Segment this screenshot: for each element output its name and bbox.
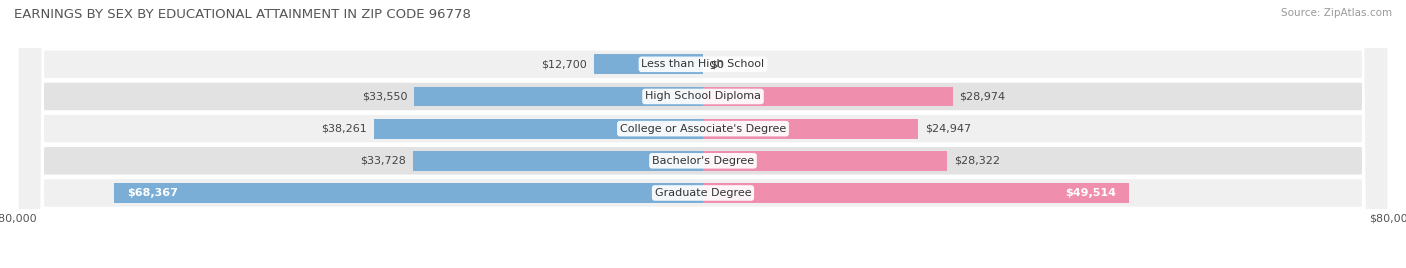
Text: $49,514: $49,514 (1066, 188, 1116, 198)
Bar (412, 151, 703, 171)
Legend: Male, Female: Male, Female (638, 264, 768, 268)
Bar (703, 151, 946, 171)
Text: $12,700: $12,700 (541, 59, 586, 69)
Text: $33,550: $33,550 (361, 91, 408, 102)
Bar (703, 183, 1129, 203)
FancyBboxPatch shape (17, 0, 1389, 268)
Bar (703, 87, 952, 106)
Text: $68,367: $68,367 (127, 188, 179, 198)
Bar (593, 54, 703, 74)
FancyBboxPatch shape (17, 0, 1389, 268)
Text: EARNINGS BY SEX BY EDUCATIONAL ATTAINMENT IN ZIP CODE 96778: EARNINGS BY SEX BY EDUCATIONAL ATTAINMEN… (14, 8, 471, 21)
Text: $28,974: $28,974 (959, 91, 1005, 102)
FancyBboxPatch shape (17, 0, 1389, 268)
Text: $28,322: $28,322 (953, 156, 1000, 166)
Text: Graduate Degree: Graduate Degree (655, 188, 751, 198)
Bar (374, 119, 703, 139)
Text: $33,728: $33,728 (360, 156, 406, 166)
Text: $38,261: $38,261 (321, 124, 367, 134)
Bar (415, 87, 703, 106)
FancyBboxPatch shape (17, 0, 1389, 268)
Text: Source: ZipAtlas.com: Source: ZipAtlas.com (1281, 8, 1392, 18)
Text: $24,947: $24,947 (925, 124, 972, 134)
Bar (703, 119, 918, 139)
Text: High School Diploma: High School Diploma (645, 91, 761, 102)
Text: Bachelor's Degree: Bachelor's Degree (652, 156, 754, 166)
Text: $0: $0 (710, 59, 724, 69)
FancyBboxPatch shape (17, 0, 1389, 268)
Text: Less than High School: Less than High School (641, 59, 765, 69)
Text: College or Associate's Degree: College or Associate's Degree (620, 124, 786, 134)
Bar (114, 183, 703, 203)
